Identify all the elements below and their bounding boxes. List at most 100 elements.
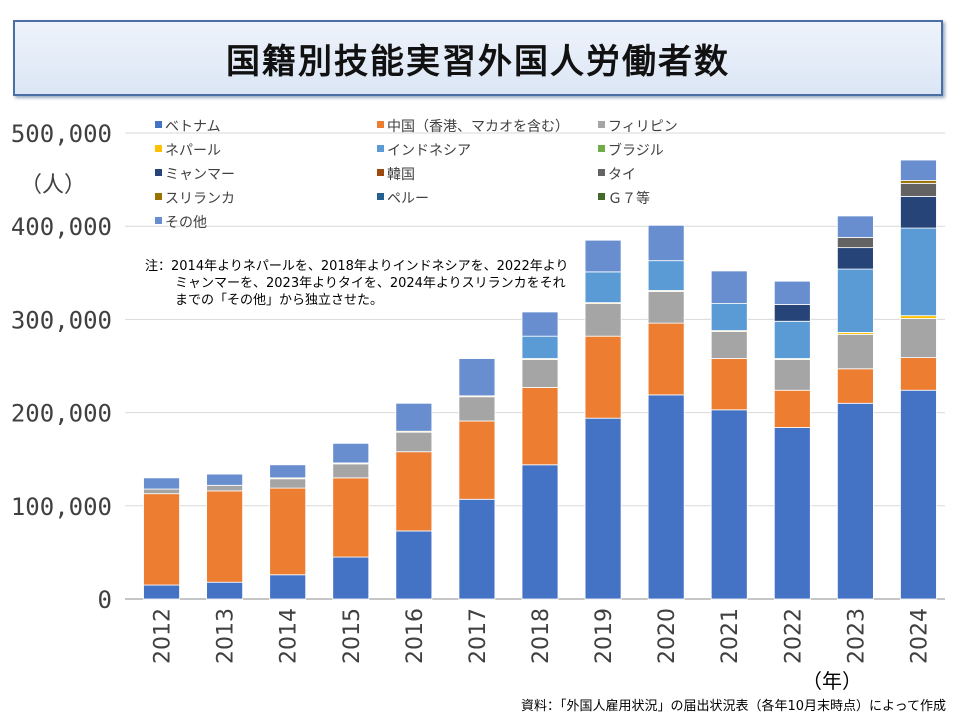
legend-label: ベトナム [165,119,221,135]
bar-segment [836,368,874,404]
bar-segment [836,236,874,249]
legend-label: その他 [165,215,207,231]
bar-segment [773,304,811,322]
x-tick-label: 2020 [655,608,680,664]
bar-segment [647,260,685,291]
legend-label: スリランカ [165,191,235,207]
x-tick-label: 2019 [592,608,617,664]
legend-label: インドネシア [387,143,471,159]
bar-segment [836,268,874,333]
bar-segment [521,464,559,600]
bar-segment [269,478,307,489]
bar-segment [458,498,496,600]
bar-segment [710,409,748,600]
bar-segment [900,357,937,391]
y-tick-label: 100,000 [11,493,112,521]
legend-swatch [377,169,384,176]
x-tick-label: 2014 [277,608,302,664]
legend-label: ミャンマー [165,167,235,183]
bar-segment [143,488,180,495]
legend-label: フィリピン [608,119,678,135]
bar-segment [206,490,244,583]
legend-swatch [377,193,384,200]
x-tick-label: 2022 [781,608,806,664]
bar-segment [458,358,496,397]
legend-label: ネパール [165,143,221,159]
bar-segment [584,271,622,304]
legend-label: Ｇ７等 [608,190,650,207]
bar-segment [773,427,811,600]
chart-title: 国籍別技能実習外国人労働者数 [226,41,730,82]
bar-segment [900,180,937,184]
y-axis-unit: （人） [20,173,86,198]
legend-swatch [155,121,162,128]
bar-segment [395,451,433,532]
bar-segment [395,530,433,600]
legend-label: タイ [608,167,636,183]
bar-segment [836,247,874,270]
bar-segment [773,389,811,428]
x-tick-label: 2012 [151,608,176,664]
legend-label: 中国（香港、マカオを含む） [387,119,569,135]
bar-segment [773,320,811,359]
legend-label: 韓国 [387,167,415,183]
bar-segment [143,493,180,586]
bar-segment [584,303,622,337]
bar-segment [900,318,937,359]
bar-segment [773,359,811,391]
x-tick-label: 2017 [466,608,491,664]
bar-segment [332,556,370,600]
bar-segment [836,215,874,238]
chart-note: 注：2014年よりネパールを、2018年よりインドネシアを、2022年よりミャン… [145,259,569,308]
bar-segment [647,291,685,324]
bar-segment [458,396,496,422]
bar-segment [900,389,937,600]
bar-segment [647,394,685,600]
bar-segment [143,584,180,600]
bar-segment [521,359,559,388]
x-tick-label: 2024 [907,608,932,664]
legend-swatch [598,193,605,200]
x-axis-unit: （年） [802,669,862,693]
legend-swatch [155,193,162,200]
bar-segment [900,159,937,181]
bar-segment [206,484,244,492]
bar-segment [900,315,937,319]
source-caption: 資料：「外国人雇用状況」の届出状況表（各年10月末時点）によって作成 [520,699,946,714]
bar-segment [269,464,307,479]
x-tick-label: 2016 [403,608,428,664]
x-tick-label: 2013 [214,608,239,664]
bar-segment [458,420,496,500]
bar-segment [521,311,559,337]
y-tick-label: 0 [98,586,112,614]
y-tick-label: 500,000 [11,120,112,148]
legend-label: ブラジル [608,142,664,159]
bar-segment [710,331,748,359]
legend-swatch [155,217,162,224]
bar-segment [332,442,370,464]
x-tick-label: 2015 [340,608,365,664]
y-tick-label: 300,000 [11,306,112,334]
bar-segment [143,477,180,490]
bar-segment [773,280,811,305]
legend-swatch [155,145,162,152]
bar-segment [521,335,559,359]
legend-label: ペルー [387,191,429,207]
legend-swatch [377,121,384,128]
bar-segment [269,574,307,600]
bar-segment [836,402,874,600]
bar-segment [647,224,685,262]
bar-segment [584,335,622,419]
bar-segment [900,195,937,229]
bar-segment [584,417,622,600]
bar-segment [710,303,748,331]
legend-swatch [598,145,605,152]
bar-segment [521,387,559,466]
legend-swatch [598,121,605,128]
bar-segment [584,239,622,273]
legend-swatch [598,169,605,176]
bar-segment [836,333,874,370]
bar-segment [900,182,937,197]
x-tick-label: 2023 [844,608,869,664]
